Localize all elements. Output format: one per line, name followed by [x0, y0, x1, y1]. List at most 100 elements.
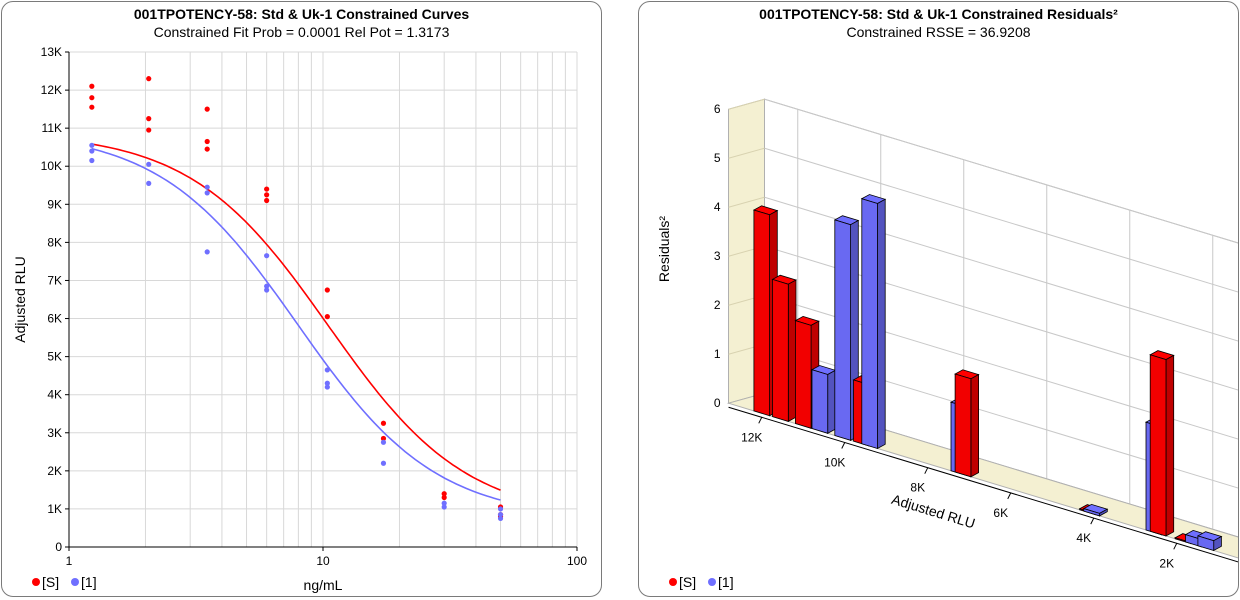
x-tick-mark: [924, 467, 929, 474]
y-tick-label: 3K: [47, 426, 62, 440]
residual-bar-uk1: [1196, 531, 1223, 552]
data-point-uk1: [204, 249, 210, 255]
fit-curve-std: [91, 143, 501, 491]
data-point-uk1: [264, 283, 270, 289]
data-point-std: [89, 104, 95, 110]
data-point-uk1: [497, 512, 504, 518]
data-point-uk1: [324, 384, 330, 390]
y-tick-label: 2K: [47, 464, 62, 478]
residuals-subtitle: Constrained RSSE = 36.9208: [846, 24, 1031, 40]
data-point-std: [380, 420, 387, 426]
data-point-std: [441, 491, 447, 497]
x-tick-mark: [758, 417, 763, 424]
data-point-std: [441, 494, 447, 501]
data-point-uk1: [324, 367, 330, 373]
y-tick-label: 9K: [47, 197, 62, 211]
data-point-uk1: [380, 460, 387, 466]
side-gridline: [728, 147, 765, 159]
x-tick-mark: [1007, 492, 1012, 500]
data-point-uk1: [146, 161, 152, 167]
data-point-std: [264, 197, 270, 204]
bar-front: [1149, 354, 1167, 537]
bar-side: [877, 198, 886, 450]
data-point-uk1: [264, 287, 270, 293]
data-point-uk1: [146, 180, 152, 186]
y-tick-label: 4: [714, 200, 721, 214]
data-point-uk1: [89, 157, 95, 164]
data-point-std: [204, 146, 210, 152]
x-tick-mark: [1090, 517, 1095, 525]
data-point-std: [264, 186, 270, 192]
bar-front: [794, 320, 812, 429]
data-point-uk1: [497, 515, 504, 522]
y-axis-label: Adjusted RLU: [12, 256, 28, 342]
bar-front: [1197, 535, 1215, 552]
data-point-std: [89, 95, 95, 101]
data-point-std: [380, 435, 387, 442]
y-tick-label: 8K: [47, 235, 62, 249]
y-tick-label: 0: [714, 396, 721, 410]
data-point-uk1: [204, 190, 210, 196]
legend-s-dot: [32, 578, 40, 586]
x-tick-mark: [841, 442, 846, 449]
bar-side: [787, 279, 797, 423]
data-point-uk1: [441, 504, 447, 510]
residual-bar-std: [954, 369, 980, 478]
y-tick-label: 6: [714, 102, 721, 116]
curves-panel: 001TPOTENCY-58: Std & Uk-1 Constrained C…: [1, 1, 602, 597]
data-point-std: [146, 127, 152, 133]
y-tick-label: 5K: [47, 350, 62, 364]
residual-bar-uk1: [810, 365, 837, 434]
y-tick-label: 10K: [41, 159, 62, 173]
y-tick-label: 7K: [47, 273, 62, 287]
side-gridline: [728, 196, 765, 208]
legend-1-dot: [71, 578, 80, 586]
y-tick-label: 4K: [47, 388, 62, 402]
legend-1-dot: [708, 578, 717, 586]
y-tick-label: 2: [714, 298, 721, 312]
data-point-std: [146, 116, 152, 122]
x-tick-label: 2K: [1159, 556, 1174, 570]
legend-s-label: [S]: [679, 574, 697, 590]
data-point-std: [89, 83, 95, 89]
y-tick-label: 13K: [41, 45, 62, 59]
x-tick-label: 10: [316, 554, 330, 568]
residual-bar-uk1: [860, 194, 887, 450]
curves-subtitle: Constrained Fit Prob = 0.0001 Rel Pot = …: [153, 24, 450, 40]
data-point-uk1: [441, 500, 447, 506]
residuals-legend: [S] [1]: [669, 573, 734, 590]
residual-bar-uk1: [1082, 503, 1109, 517]
legend-1-label: [1]: [81, 574, 97, 590]
y-tick-label: 1: [714, 347, 721, 361]
x-tick-label: 8K: [910, 481, 925, 495]
bar-front: [954, 373, 972, 478]
x-axis-label: ng/mL: [304, 577, 343, 593]
x-tick-label: 10K: [824, 456, 845, 470]
data-point-uk1: [89, 148, 95, 154]
data-point-std: [204, 138, 210, 145]
y-tick-label: 12K: [41, 83, 62, 97]
x-tick-label: 4K: [1076, 531, 1091, 545]
curves-title: 001TPOTENCY-58: Std & Uk-1 Constrained C…: [133, 6, 470, 22]
x-axis-line: [728, 406, 1238, 563]
y-tick-label: 11K: [42, 121, 62, 135]
side-gridline: [728, 98, 765, 110]
bar-side: [1165, 354, 1175, 537]
y-tick-label: 5: [714, 151, 721, 165]
curves-chart: 0 1K 2K 3K 4K 5K 6K 7K 8K 9K 10K 11K 12K 13K 1 10 100 ng/…: [12, 45, 587, 593]
x-tick-label: 12K: [741, 430, 762, 444]
x-tick-mark: [1173, 543, 1178, 550]
data-point-uk1: [380, 439, 387, 445]
data-point-uk1: [324, 380, 330, 386]
bar-front: [811, 369, 829, 434]
bar-front: [753, 209, 771, 417]
residuals-chart: 0 1 2 3 4 5 6 Residuals² 12K 10K 8K 6K 4K 2K Adjusted …: [656, 98, 1238, 570]
legend-s-label: [S]: [42, 574, 60, 590]
data-point-uk1: [497, 506, 504, 512]
legend-s-dot: [669, 578, 677, 586]
y-tick-label: 1K: [47, 502, 62, 516]
data-point-std: [324, 287, 330, 293]
residuals-panel: 001TPOTENCY-58: Std & Uk-1 Constrained R…: [638, 1, 1239, 597]
bar-side: [970, 373, 980, 478]
data-point-std: [324, 314, 330, 320]
